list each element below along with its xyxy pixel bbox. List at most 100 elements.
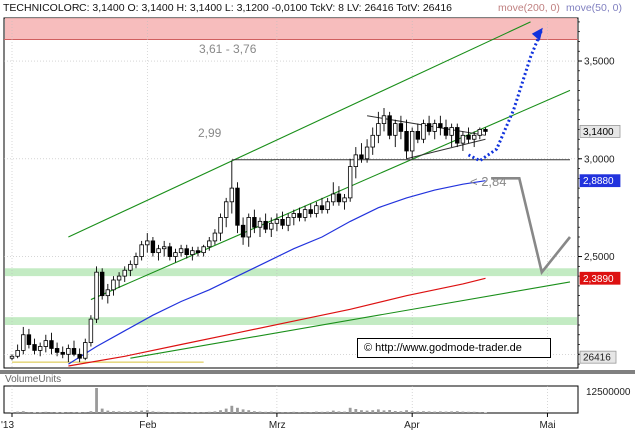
candle-body bbox=[218, 217, 223, 234]
volume-bar bbox=[461, 411, 465, 413]
candle bbox=[105, 283, 111, 304]
candle-body bbox=[274, 218, 280, 224]
candle-body bbox=[409, 131, 415, 152]
volume-bar bbox=[326, 411, 330, 413]
candle-body bbox=[477, 129, 483, 136]
price-badge: 3,1400 bbox=[579, 125, 621, 138]
volume-bar bbox=[202, 412, 206, 413]
header-move200: move(200, 0) bbox=[498, 2, 560, 14]
volume-bar bbox=[78, 412, 82, 413]
candle-body bbox=[116, 275, 122, 281]
volume-badge-bg bbox=[579, 350, 617, 364]
candle-body bbox=[325, 201, 330, 211]
watermark-text: © http://www.godmode-trader.de bbox=[364, 342, 522, 354]
volume-bar bbox=[145, 410, 149, 413]
candle bbox=[370, 127, 375, 155]
candle-body bbox=[404, 131, 409, 152]
bullish-scenario-arrow bbox=[467, 29, 544, 163]
volume-bar bbox=[298, 412, 301, 413]
candle bbox=[111, 276, 116, 296]
candle bbox=[218, 213, 223, 241]
header-move50: move(50, 0) bbox=[566, 2, 622, 14]
candle bbox=[426, 115, 432, 136]
candle bbox=[342, 193, 347, 210]
candle bbox=[133, 252, 139, 269]
volume-bar bbox=[213, 411, 217, 413]
volume-bar bbox=[427, 411, 431, 413]
price-badge-label: 2,8880 bbox=[583, 176, 614, 187]
candle-body bbox=[223, 201, 229, 218]
volume-bar bbox=[360, 410, 363, 413]
candle bbox=[122, 266, 127, 282]
candle bbox=[94, 266, 99, 324]
plot-area[interactable] bbox=[3, 17, 579, 369]
candle bbox=[195, 246, 201, 257]
volume-bar bbox=[230, 405, 234, 413]
volume-bar bbox=[252, 411, 256, 413]
volume-bar bbox=[484, 412, 487, 413]
candle-body bbox=[364, 146, 370, 160]
candle bbox=[319, 197, 325, 214]
price-badge-label: 2,3890 bbox=[583, 274, 614, 285]
candle-body bbox=[353, 154, 359, 168]
candle-body bbox=[319, 205, 325, 211]
volume-bar bbox=[190, 412, 194, 413]
candle-body bbox=[195, 250, 201, 254]
candle bbox=[325, 197, 330, 214]
resistance-label: 2,99 bbox=[198, 126, 222, 140]
header-quote: C: 3,1400 O: 3,1400 H: 3,1400 L: 3,1200 … bbox=[79, 2, 452, 14]
volume-bar bbox=[472, 411, 476, 413]
candle bbox=[60, 346, 65, 359]
candle-body bbox=[99, 271, 105, 297]
candle-body bbox=[88, 318, 94, 343]
x-tick-label: Apr bbox=[404, 420, 420, 431]
candle bbox=[455, 123, 460, 148]
candle-body bbox=[297, 213, 302, 218]
candle-body bbox=[167, 246, 173, 257]
candle bbox=[314, 201, 319, 218]
candle bbox=[274, 213, 280, 232]
price-badge-label: 3,1400 bbox=[583, 127, 614, 138]
volume-bar bbox=[66, 412, 70, 413]
volume-bar bbox=[371, 410, 375, 413]
candle bbox=[77, 348, 82, 363]
candle bbox=[99, 268, 105, 300]
volume-bar bbox=[258, 411, 262, 413]
candle-body bbox=[387, 115, 392, 136]
volume-bar bbox=[117, 411, 121, 413]
candle bbox=[297, 207, 302, 222]
candle-body bbox=[426, 123, 432, 132]
candle bbox=[184, 244, 189, 259]
volume-bar bbox=[343, 411, 346, 413]
volume-bar bbox=[151, 411, 155, 413]
candle bbox=[387, 111, 392, 140]
candle bbox=[347, 158, 353, 202]
moving-average-2000 bbox=[68, 277, 486, 367]
candle bbox=[460, 131, 466, 151]
watermark-box: © http://www.godmode-trader.de bbox=[357, 338, 551, 358]
candle bbox=[443, 119, 449, 140]
volume-bar bbox=[303, 411, 307, 413]
candle-body bbox=[94, 271, 99, 320]
candle bbox=[359, 143, 364, 163]
volume-bar bbox=[247, 410, 251, 413]
candle-body bbox=[449, 127, 454, 136]
volume-bar bbox=[422, 411, 425, 413]
candle bbox=[415, 123, 421, 144]
candle-body bbox=[21, 334, 26, 351]
candle-body bbox=[43, 340, 49, 347]
candle bbox=[173, 248, 178, 263]
volume-bar bbox=[241, 409, 245, 413]
candle-body bbox=[49, 340, 54, 349]
volume-bar bbox=[314, 411, 318, 413]
candle bbox=[291, 209, 297, 226]
volume-area bbox=[3, 385, 579, 414]
trendline-upper-channel bbox=[68, 21, 531, 238]
volume-bar bbox=[55, 412, 59, 413]
volume-bar bbox=[275, 411, 279, 413]
candle-body bbox=[105, 289, 111, 297]
candle-body bbox=[257, 220, 263, 228]
volume-bar bbox=[444, 411, 448, 413]
candle-body bbox=[347, 166, 353, 199]
